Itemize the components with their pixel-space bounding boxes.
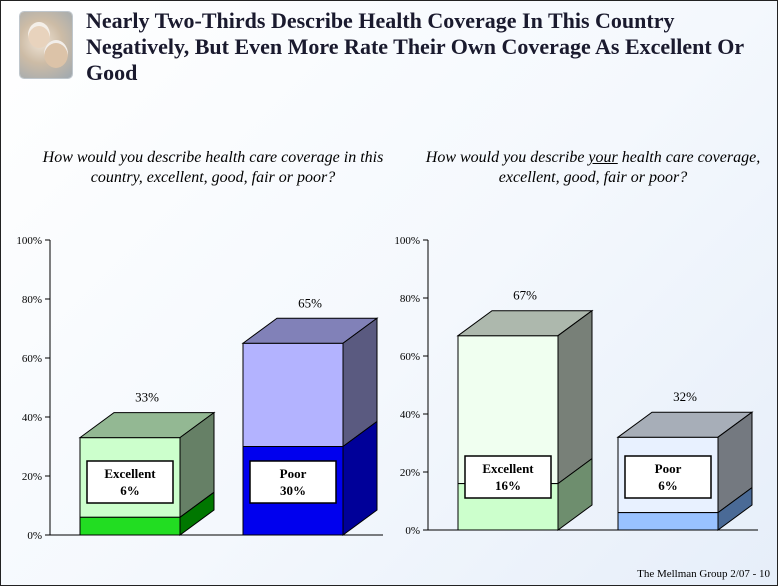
inner-label-name: Poor bbox=[280, 466, 307, 481]
inner-label-name: Poor bbox=[655, 461, 682, 476]
footer-credit: The Mellman Group 2/07 - 10 bbox=[637, 568, 770, 580]
question-your-part-2: health care coverage, excellent, good, f… bbox=[498, 149, 761, 186]
inner-label-box bbox=[464, 455, 552, 499]
bar-side bbox=[557, 309, 593, 485]
photo-face-man bbox=[44, 40, 68, 68]
inner-label-box bbox=[86, 460, 174, 504]
y-tick-label: 100% bbox=[16, 235, 42, 247]
inner-label-value: 6% bbox=[658, 478, 678, 493]
bar-front-inner bbox=[79, 516, 181, 536]
question-your: How would you describe your health care … bbox=[408, 148, 778, 188]
bar-side-inner bbox=[179, 491, 215, 536]
bar-total-label: 32% bbox=[673, 389, 697, 404]
bar-total-label: 33% bbox=[135, 390, 159, 405]
y-tick-label: 40% bbox=[400, 409, 420, 421]
y-tick-label: 20% bbox=[400, 467, 420, 479]
bar-side-inner bbox=[717, 486, 753, 531]
bar-side-inner bbox=[557, 457, 593, 531]
photo-face-woman bbox=[28, 22, 50, 48]
seniors-photo bbox=[20, 12, 72, 78]
page-title: Nearly Two-Thirds Describe Health Covera… bbox=[86, 8, 744, 85]
inner-label-name: Excellent bbox=[104, 466, 156, 481]
inner-label-value: 30% bbox=[280, 483, 306, 498]
question-your-emphasis: your bbox=[588, 149, 618, 166]
inner-label-box bbox=[624, 455, 712, 499]
bar-front-inner bbox=[617, 512, 719, 531]
inner-label-value: 16% bbox=[495, 478, 521, 493]
y-tick-label: 0% bbox=[27, 530, 42, 542]
bar-total-label: 67% bbox=[513, 288, 537, 303]
bar-side-inner bbox=[342, 420, 378, 536]
bar-front bbox=[242, 342, 344, 447]
question-your-part-1: How would you describe bbox=[425, 149, 589, 166]
y-tick-label: 40% bbox=[22, 412, 42, 424]
inner-label-box bbox=[249, 460, 337, 504]
y-tick-label: 20% bbox=[22, 471, 42, 483]
y-tick-label: 100% bbox=[394, 235, 420, 247]
y-tick-label: 60% bbox=[400, 351, 420, 363]
inner-label-value: 6% bbox=[120, 483, 140, 498]
question-country: How would you describe health care cover… bbox=[42, 149, 384, 186]
y-tick-label: 80% bbox=[400, 293, 420, 305]
bar-total-label: 65% bbox=[298, 295, 322, 310]
inner-label-name: Excellent bbox=[482, 461, 534, 476]
y-tick-label: 0% bbox=[405, 525, 420, 537]
y-tick-label: 80% bbox=[22, 294, 42, 306]
y-tick-label: 60% bbox=[22, 353, 42, 365]
